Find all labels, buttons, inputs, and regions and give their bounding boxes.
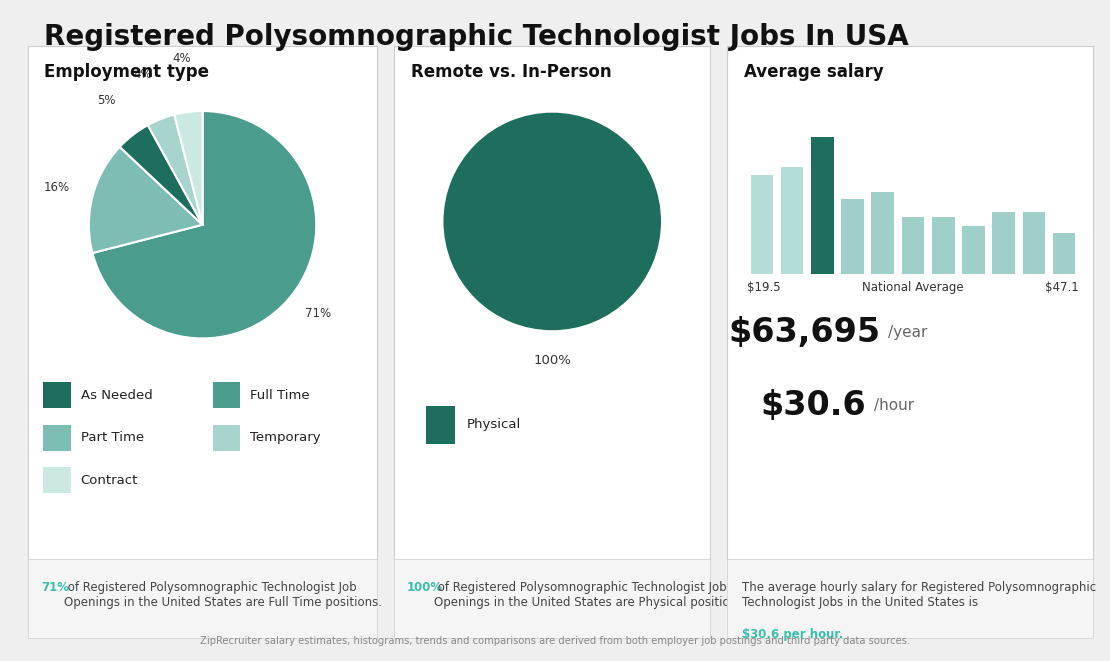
Text: 100%: 100% — [533, 354, 572, 367]
Wedge shape — [148, 114, 202, 225]
Text: 4%: 4% — [134, 68, 152, 81]
Wedge shape — [174, 111, 203, 225]
Text: National Average: National Average — [862, 281, 963, 294]
Bar — [992, 212, 1015, 274]
Text: The average hourly salary for Registered Polysomnographic
Technologist Jobs in t: The average hourly salary for Registered… — [741, 581, 1096, 609]
Bar — [871, 192, 894, 274]
Bar — [1052, 233, 1076, 274]
Text: Physical: Physical — [467, 418, 522, 431]
Text: /year: /year — [888, 325, 928, 340]
FancyBboxPatch shape — [213, 425, 240, 451]
Text: 16%: 16% — [44, 181, 70, 194]
Text: ZipRecruiter salary estimates, histograms, trends and comparisons are derived fr: ZipRecruiter salary estimates, histogram… — [200, 637, 910, 646]
FancyBboxPatch shape — [43, 467, 71, 493]
Bar — [932, 217, 955, 274]
Text: Average salary: Average salary — [744, 63, 884, 81]
Bar — [780, 167, 804, 274]
Text: 71%: 71% — [42, 581, 70, 594]
Text: $30.6 per hour.: $30.6 per hour. — [741, 629, 842, 641]
Text: Part Time: Part Time — [81, 431, 144, 444]
Text: Contract: Contract — [81, 474, 138, 486]
Text: 5%: 5% — [98, 95, 115, 107]
Text: Temporary: Temporary — [250, 431, 321, 444]
Bar — [811, 137, 834, 274]
Text: Full Time: Full Time — [250, 389, 310, 402]
Bar — [1022, 212, 1046, 274]
Wedge shape — [89, 147, 202, 253]
FancyBboxPatch shape — [43, 382, 71, 408]
Text: $19.5: $19.5 — [747, 281, 780, 294]
Text: 4%: 4% — [172, 52, 191, 65]
Text: of Registered Polysomnographic Technologist Job
Openings in the United States ar: of Registered Polysomnographic Technolog… — [64, 581, 383, 609]
Text: $47.1: $47.1 — [1046, 281, 1079, 294]
FancyBboxPatch shape — [43, 425, 71, 451]
Wedge shape — [92, 111, 316, 338]
Text: $63,695: $63,695 — [729, 316, 881, 349]
Text: 100%: 100% — [406, 581, 443, 594]
FancyBboxPatch shape — [426, 406, 455, 444]
Bar — [901, 217, 925, 274]
Text: Registered Polysomnographic Technologist Jobs In USA: Registered Polysomnographic Technologist… — [44, 23, 909, 51]
Wedge shape — [120, 125, 202, 225]
Text: /hour: /hour — [874, 398, 914, 413]
FancyBboxPatch shape — [213, 382, 240, 408]
Text: of Registered Polysomnographic Technologist Job
Openings in the United States ar: of Registered Polysomnographic Technolog… — [434, 581, 747, 609]
Bar — [750, 175, 774, 274]
Text: $30.6: $30.6 — [760, 389, 866, 422]
Text: Remote vs. In-Person: Remote vs. In-Person — [411, 63, 612, 81]
Text: 71%: 71% — [304, 307, 331, 321]
Bar — [962, 226, 985, 274]
Wedge shape — [444, 112, 662, 330]
Text: Employment type: Employment type — [44, 63, 210, 81]
Text: As Needed: As Needed — [81, 389, 152, 402]
Bar — [841, 199, 864, 274]
